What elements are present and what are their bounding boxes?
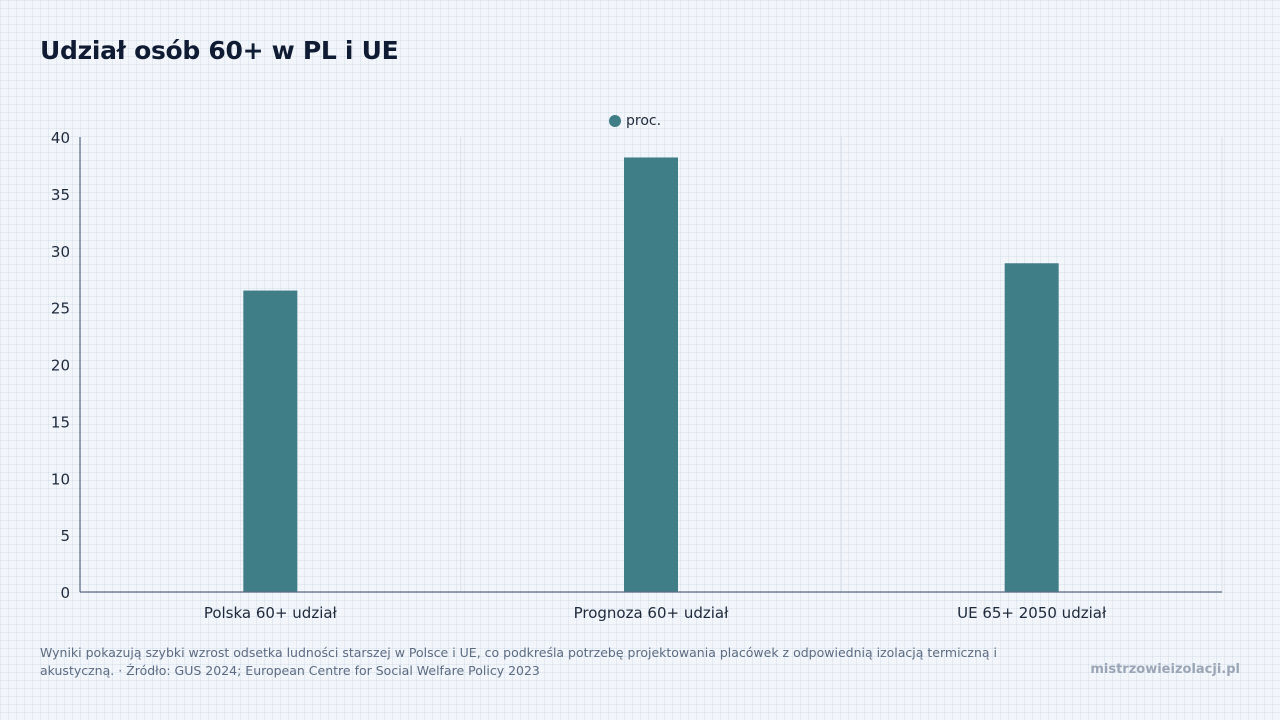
- y-tick-label: 35: [51, 186, 70, 204]
- bar: [243, 290, 298, 592]
- y-tick-label: 15: [51, 413, 70, 431]
- x-tick-label: Polska 60+ udział: [204, 604, 338, 622]
- footer-note: Wyniki pokazują szybki wzrost odsetka lu…: [40, 645, 998, 678]
- y-tick-label: 20: [51, 357, 70, 375]
- y-tick-label: 30: [51, 243, 70, 261]
- y-tick-label: 25: [51, 300, 70, 318]
- x-tick-label: Prognoza 60+ udział: [574, 604, 730, 622]
- legend-marker: [609, 115, 621, 127]
- bar: [624, 157, 678, 592]
- x-tick-label: UE 65+ 2050 udział: [957, 604, 1107, 622]
- bar-chart: 0 5 10 15 20 25 30 35 40 Polska 60+ udział Prognoz…: [51, 113, 1223, 622]
- y-tick-label: 10: [51, 470, 70, 488]
- bar: [1004, 263, 1059, 592]
- legend-label: proc.: [626, 113, 661, 129]
- brand-name: mistrzowieizolacji.pl: [1090, 662, 1240, 677]
- y-tick-label: 5: [60, 527, 70, 545]
- y-tick-label: 40: [51, 129, 70, 147]
- chart-title: Udział osób 60+ w PL i UE: [40, 36, 399, 65]
- y-tick-label: 0: [60, 584, 70, 602]
